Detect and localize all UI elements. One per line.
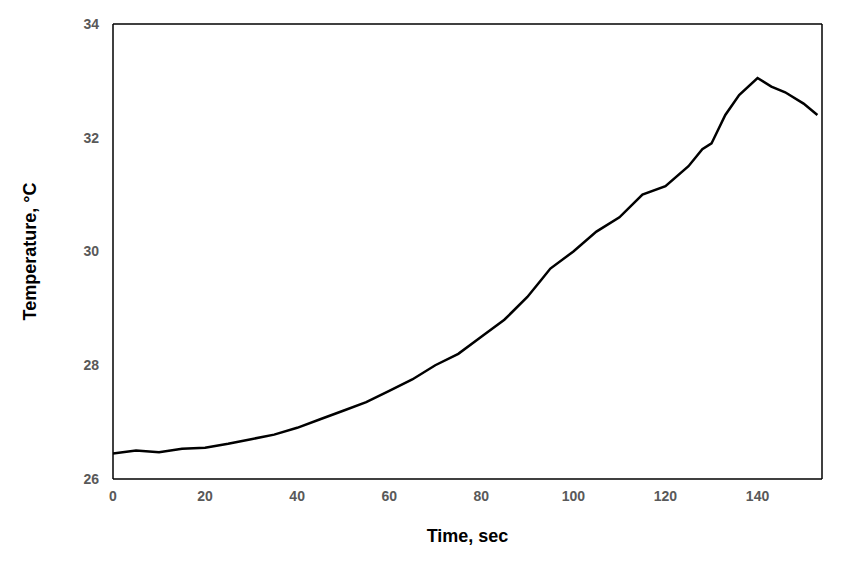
svg-text:28: 28	[83, 357, 99, 373]
svg-text:120: 120	[654, 488, 678, 504]
svg-text:32: 32	[83, 130, 99, 146]
svg-text:20: 20	[197, 488, 213, 504]
svg-text:Time, sec: Time, sec	[427, 526, 509, 546]
svg-text:30: 30	[83, 243, 99, 259]
svg-text:34: 34	[83, 16, 99, 32]
svg-text:60: 60	[381, 488, 397, 504]
svg-text:100: 100	[562, 488, 586, 504]
svg-text:140: 140	[746, 488, 770, 504]
svg-text:Temperature, °C: Temperature, °C	[20, 183, 40, 321]
svg-text:0: 0	[109, 488, 117, 504]
svg-text:40: 40	[289, 488, 305, 504]
svg-text:26: 26	[83, 471, 99, 487]
svg-text:80: 80	[474, 488, 490, 504]
